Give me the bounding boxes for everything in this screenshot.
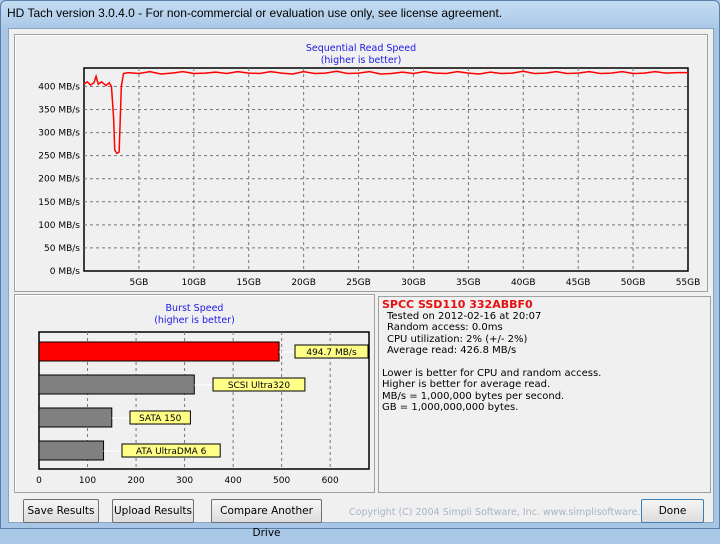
burst-bar (38, 341, 280, 362)
bar-label-box (294, 344, 369, 359)
bar-label: 494.7 MB/s (306, 348, 357, 358)
info-line: CPU utilization: 2% (+/- 2%) (387, 333, 528, 345)
done-button[interactable]: Done (641, 499, 704, 523)
window-title: HD Tach version 3.0.4.0 - For non-commer… (7, 6, 503, 20)
burst-chart-subtitle: (higher is better) (154, 315, 235, 326)
x-tick-label: 10GB (182, 278, 207, 288)
x-tick-label: 600 (322, 476, 339, 486)
x-tick-label: 0 (36, 476, 42, 486)
x-tick-label: 35GB (456, 278, 481, 288)
info-line: Tested on 2012-02-16 at 20:07 (387, 310, 542, 322)
plot-area (83, 67, 689, 272)
x-tick-label: 5GB (129, 278, 148, 288)
y-tick-label: 50 MB/s (44, 244, 80, 254)
bar-label: SATA 150 (139, 414, 182, 424)
compare-drive-button[interactable]: Compare Another Drive (211, 499, 322, 539)
x-tick-label: 50GB (621, 278, 646, 288)
info-line: Random access: 0.0ms (387, 322, 503, 333)
burst-bar (38, 407, 113, 428)
x-tick-label: 25GB (346, 278, 371, 288)
x-tick-label: 40GB (511, 278, 536, 288)
client-area: Sequential Read Speed (higher is better)… (8, 28, 714, 539)
info-line: Average read: 426.8 MB/s (387, 345, 517, 356)
x-tick-label: 400 (225, 476, 242, 486)
read-speed-line (83, 70, 688, 155)
burst-chart-title: Burst Speed (165, 303, 224, 314)
y-tick-label: 150 MB/s (38, 198, 80, 208)
burst-speed-chart: 0 100 200 300 400 500 600 494.7 MB/s SCSI Ultra3… (36, 331, 370, 486)
seq-read-panel: Sequential Read Speed (higher is better)… (14, 34, 708, 292)
y-tick-label: 300 MB/s (38, 129, 80, 139)
y-tick-label: 100 MB/s (38, 221, 80, 231)
note-line: MB/s = 1,000,000 bytes per second. (382, 390, 565, 402)
bar-label-box (129, 410, 191, 425)
burst-bar (38, 440, 105, 461)
x-tick-label: 15GB (236, 278, 261, 288)
burst-bar (38, 374, 195, 395)
bar-label: ATA UltraDMA 6 (136, 447, 207, 457)
x-tick-label: 45GB (566, 278, 591, 288)
note-line: GB = 1,000,000,000 bytes. (382, 402, 519, 413)
x-tick-label: 100 (79, 476, 96, 486)
results-info: SPCC SSD110 332ABBF0 Tested on 2012-02-1… (378, 296, 711, 493)
seq-chart-subtitle: (higher is better) (320, 55, 402, 66)
copyright-text: Copyright (C) 2004 Simpli Software, Inc.… (349, 507, 661, 518)
burst-panel: Burst Speed (higher is better) 0 100 200 30… (14, 294, 375, 493)
seq-read-chart: 0 MB/s 50 MB/s 100 MB/s 150 MB/s 200 MB/s 250… (38, 67, 701, 288)
bar-label-box (212, 377, 306, 392)
x-tick-label: 30GB (401, 278, 426, 288)
x-tick-label: 300 (176, 476, 193, 486)
y-tick-label: 400 MB/s (38, 82, 80, 92)
y-tick-label: 200 MB/s (38, 175, 80, 185)
x-tick-label: 20GB (291, 278, 316, 288)
y-tick-label: 0 MB/s (50, 267, 81, 277)
y-tick-label: 350 MB/s (38, 106, 80, 116)
seq-chart-title: Sequential Read Speed (305, 43, 417, 54)
note-line: Higher is better for average read. (382, 379, 551, 390)
drive-name: SPCC SSD110 332ABBF0 (382, 298, 533, 311)
bar-label: SCSI Ultra320 (228, 381, 291, 391)
save-results-button[interactable]: Save Results (23, 499, 99, 523)
x-tick-label: 200 (127, 476, 144, 486)
x-tick-label: 500 (273, 476, 290, 486)
bar-label-box (121, 443, 221, 458)
upload-results-button[interactable]: Upload Results (112, 499, 194, 523)
x-tick-label: 55GB (676, 278, 701, 288)
y-tick-label: 250 MB/s (38, 152, 80, 162)
note-line: Lower is better for CPU and random acces… (382, 367, 602, 379)
